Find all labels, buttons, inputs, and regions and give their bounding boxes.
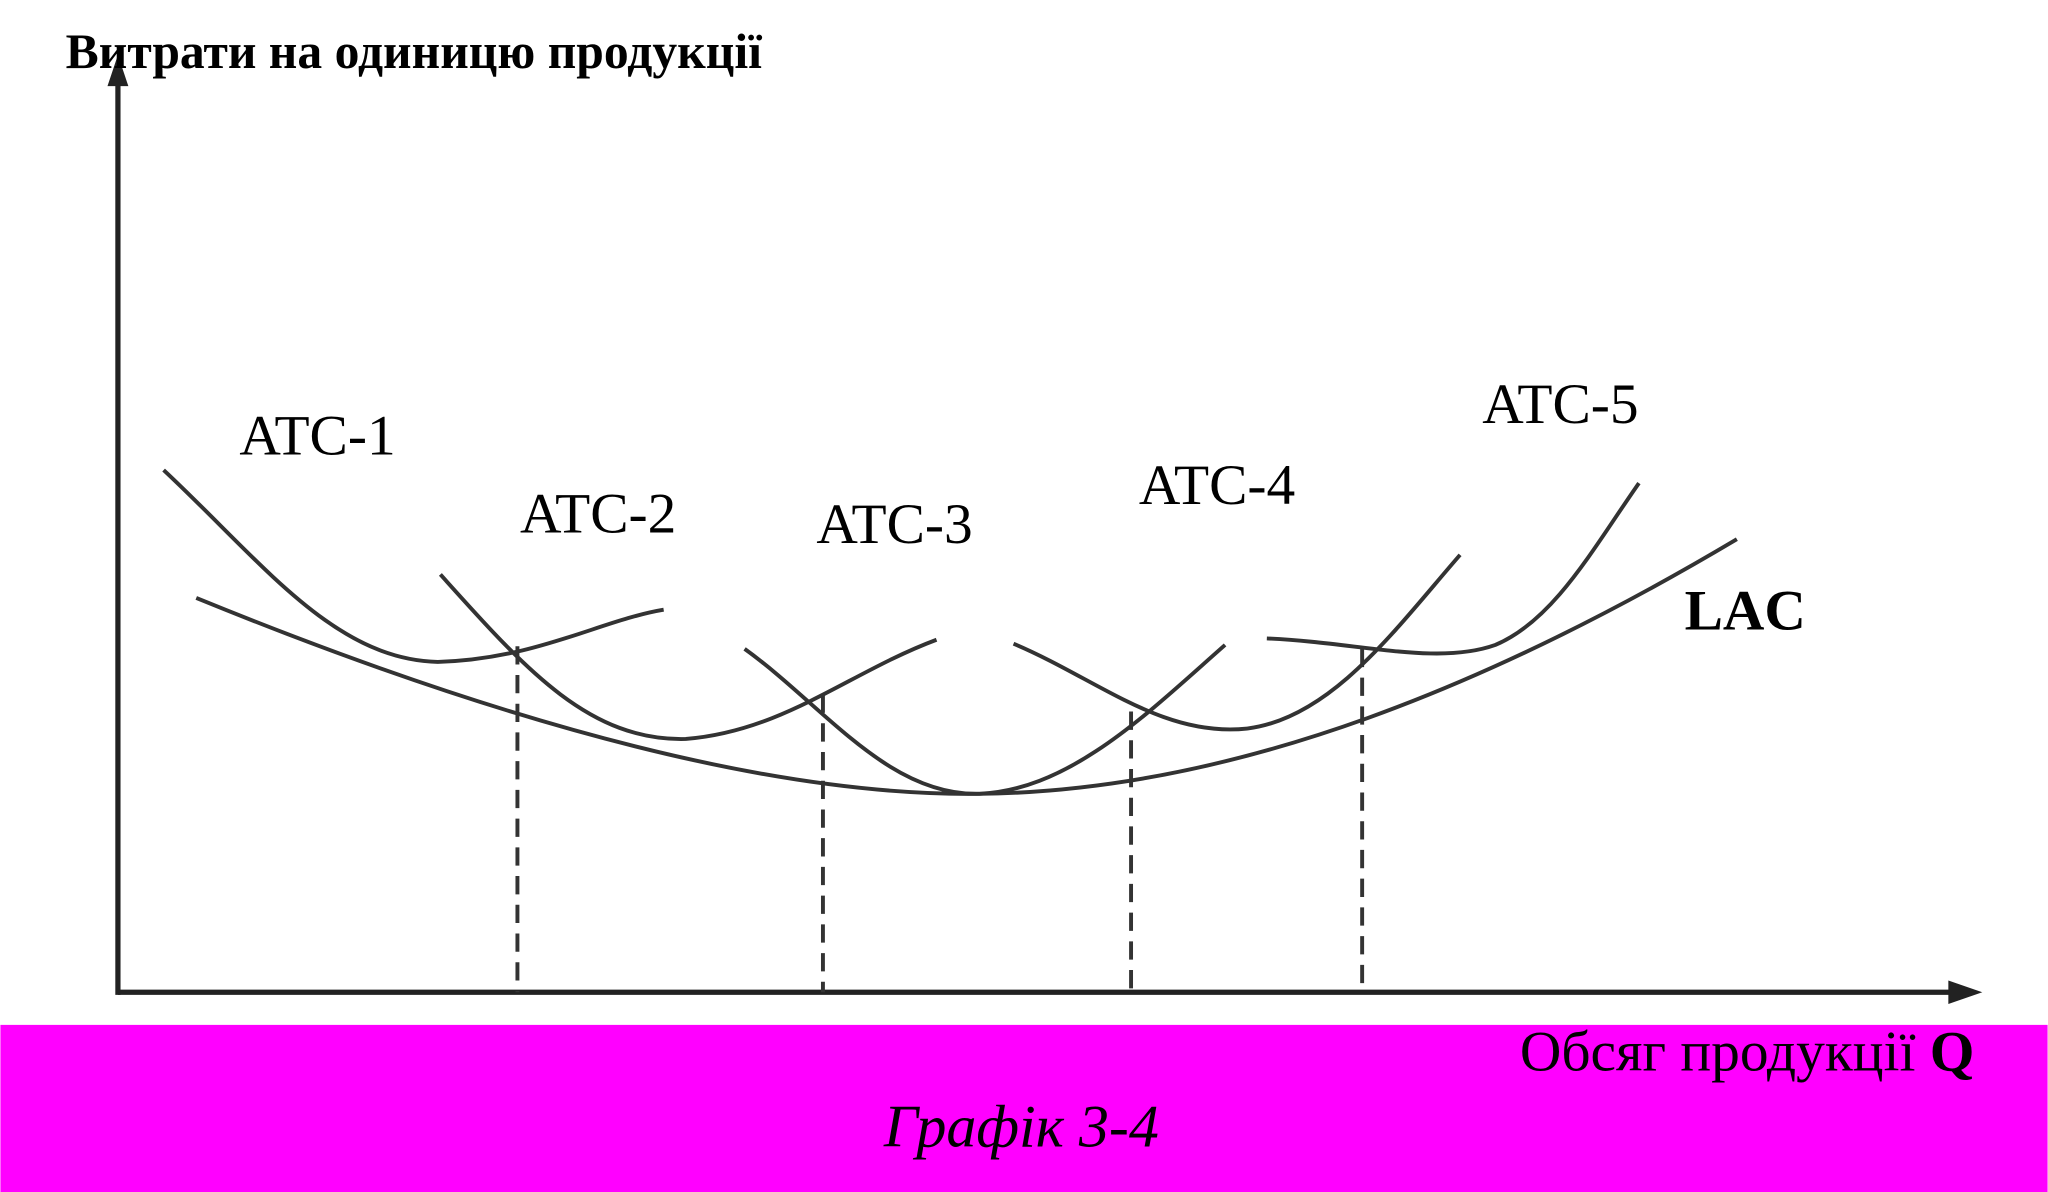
atc-curve [1266,481,1641,656]
atc-curve [743,643,1227,796]
x-axis-label: Обсяг продукції Q [1520,1021,1975,1084]
x-axis-arrow [1948,980,1983,1004]
x-axis-label-text: Обсяг продукції [1520,1021,1916,1084]
curve-label: ATC-2 [520,483,676,546]
x-axis-symbol: Q [1930,1021,1975,1084]
caption-band [0,1024,2048,1192]
y-axis-arrow [107,54,129,87]
atc-curve [1012,553,1462,732]
atc-curve [162,468,664,664]
y-axis-label: Витрати на одиницю продукції [66,24,763,79]
curve-label: ATC-3 [816,493,972,556]
caption: Графік 3-4 [883,1092,1159,1159]
curve-label: ATC-5 [1482,373,1638,436]
lac-label: LAC [1685,579,1806,642]
atc-curve [438,573,938,741]
curve-label: ATC-1 [239,404,395,467]
curve-label: ATC-4 [1139,454,1295,517]
background [0,0,2047,1025]
